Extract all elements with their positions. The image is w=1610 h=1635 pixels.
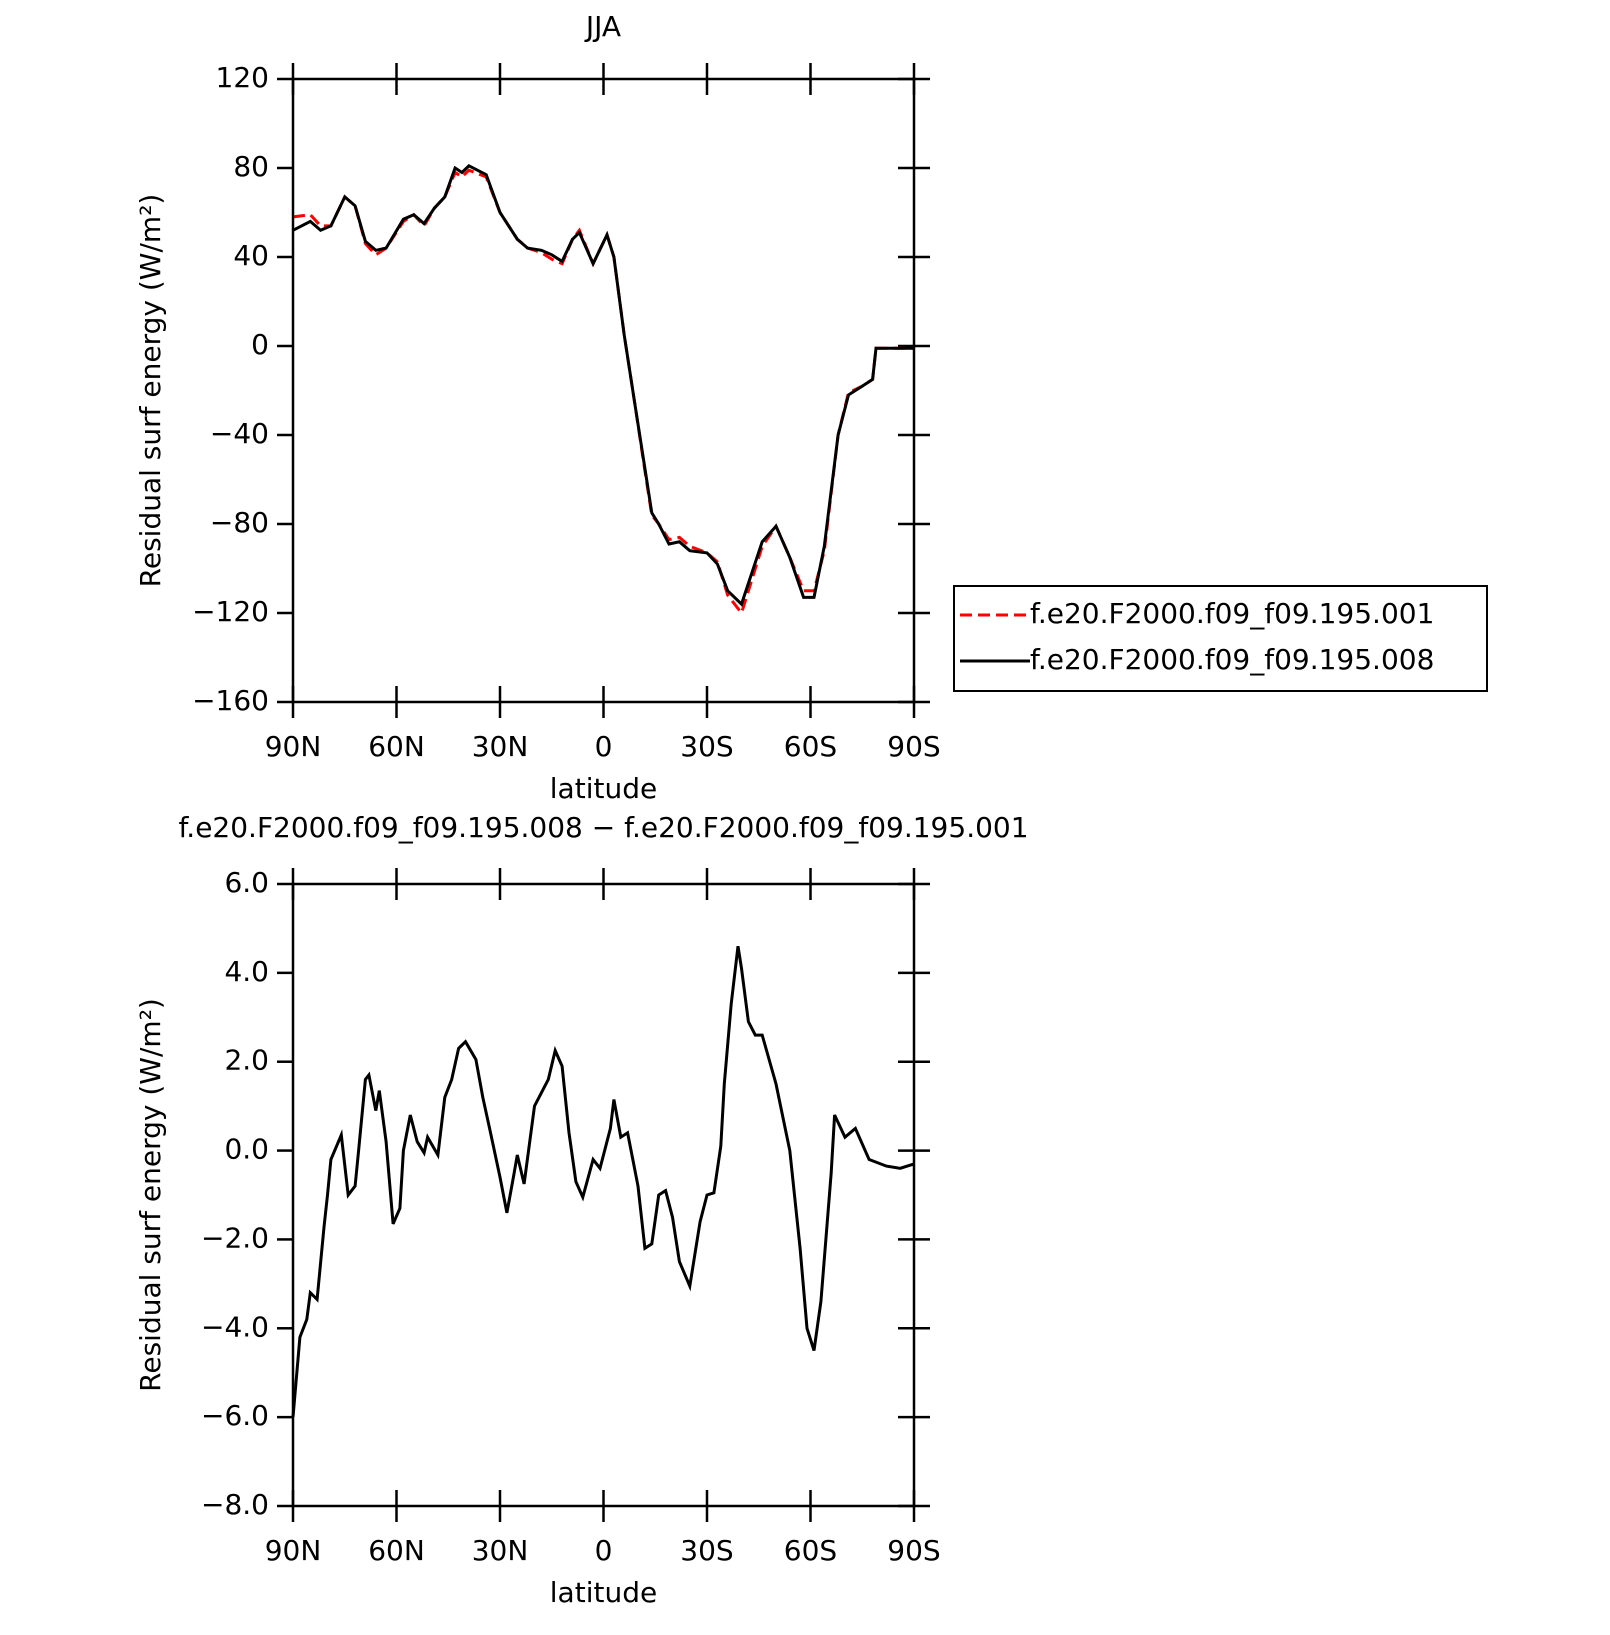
legend-label: f.e20.F2000.f09_f09.195.008 bbox=[1030, 643, 1434, 676]
x-tick-label: 60S bbox=[784, 1534, 837, 1567]
x-tick-label: 30S bbox=[680, 1534, 733, 1567]
plot-frame bbox=[291, 882, 916, 1508]
y-axis-label: Residual surf energy (W/m²) bbox=[134, 194, 167, 588]
data-line bbox=[292, 168, 914, 617]
y-axis-label: Residual surf energy (W/m²) bbox=[134, 998, 167, 1392]
x-axis-label: latitude bbox=[550, 772, 657, 805]
plot-frame bbox=[291, 77, 916, 704]
x-tick-label: 60N bbox=[368, 1534, 425, 1567]
legend-label: f.e20.F2000.f09_f09.195.001 bbox=[1030, 597, 1434, 630]
x-tick-label: 90N bbox=[265, 730, 322, 763]
y-tick-label: −6.0 bbox=[201, 1399, 269, 1432]
y-tick-label: 2.0 bbox=[224, 1044, 269, 1077]
x-tick-label: 0 bbox=[595, 730, 613, 763]
y-tick-label: −80 bbox=[210, 506, 269, 539]
y-tick-label: −120 bbox=[192, 595, 269, 628]
y-tick-label: 4.0 bbox=[224, 955, 269, 988]
x-axis-label: latitude bbox=[550, 1576, 657, 1609]
y-tick-label: −2.0 bbox=[201, 1221, 269, 1254]
chart-title: JJA bbox=[584, 10, 621, 43]
x-tick-label: 60S bbox=[784, 730, 837, 763]
y-tick-label: 80 bbox=[233, 150, 269, 183]
data-line bbox=[291, 945, 915, 1418]
data-line bbox=[292, 163, 914, 607]
y-tick-label: 0 bbox=[251, 328, 269, 361]
x-tick-label: 90N bbox=[265, 1534, 322, 1567]
y-tick-label: −4.0 bbox=[201, 1310, 269, 1343]
chart-title: f.e20.F2000.f09_f09.195.008 − f.e20.F200… bbox=[178, 811, 1028, 844]
y-tick-label: 6.0 bbox=[224, 866, 269, 899]
legend-box bbox=[953, 585, 1488, 692]
y-tick-label: −160 bbox=[192, 684, 269, 717]
y-tick-label: 40 bbox=[233, 239, 269, 272]
y-tick-label: −8.0 bbox=[201, 1488, 269, 1521]
x-tick-label: 30N bbox=[472, 730, 529, 763]
y-tick-label: 120 bbox=[216, 61, 269, 94]
x-tick-label: 30N bbox=[472, 1534, 529, 1567]
x-tick-label: 60N bbox=[368, 730, 425, 763]
x-tick-label: 90S bbox=[887, 1534, 940, 1567]
y-tick-label: −40 bbox=[210, 417, 269, 450]
y-tick-label: 0.0 bbox=[224, 1133, 269, 1166]
x-tick-label: 0 bbox=[595, 1534, 613, 1567]
x-tick-label: 30S bbox=[680, 730, 733, 763]
x-tick-label: 90S bbox=[887, 730, 940, 763]
